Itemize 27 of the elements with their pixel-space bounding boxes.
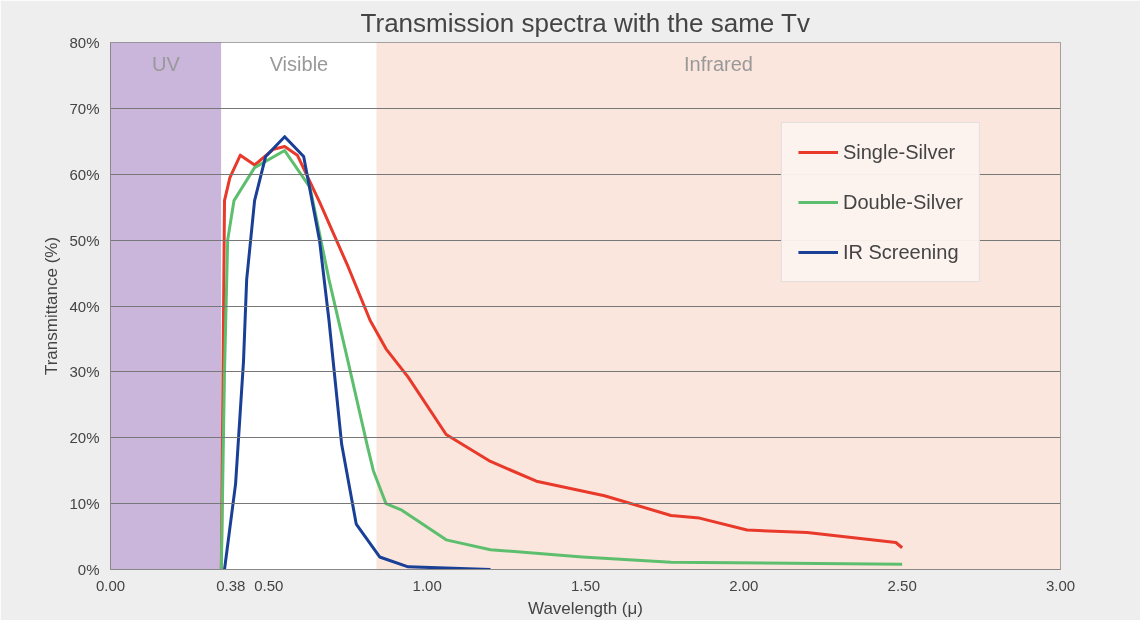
y-tick-label: 20% — [69, 429, 100, 447]
legend-label: Double-Silver — [842, 190, 963, 214]
y-tick-label: 40% — [69, 297, 100, 315]
y-axis-title: Transmittance (%) — [42, 236, 62, 376]
x-tick-label: 1.00 — [412, 576, 442, 594]
x-tick-label: 2.00 — [729, 576, 759, 594]
band-label: Visible — [269, 52, 329, 75]
y-tick-label: 60% — [69, 165, 100, 183]
y-tick-label: 0% — [77, 561, 100, 578]
y-tick-label: 10% — [69, 495, 100, 513]
x-tick-label: 0.50 — [254, 576, 284, 594]
legend-label: Single-Silver — [842, 140, 956, 164]
x-tick-label: 2.50 — [887, 576, 917, 594]
x-tick-label: 3.00 — [1045, 576, 1076, 594]
y-tick-label: 80% — [69, 34, 100, 51]
y-tick-label: 50% — [69, 231, 100, 249]
chart-title: Transmission spectra with the same Tv — [360, 7, 810, 38]
y-tick-label: 30% — [69, 363, 100, 381]
band-label: Infrared — [684, 52, 753, 75]
x-tick-label: 0.00 — [95, 576, 126, 594]
line-series — [223, 135, 492, 570]
y-tick-label: 70% — [69, 99, 100, 117]
x-axis-title: Wavelength (μ) — [528, 598, 643, 618]
x-tick-label: 1.50 — [570, 576, 601, 594]
band-label: UV — [152, 52, 181, 75]
legend-label: IR Screening — [842, 240, 959, 264]
x-tick-label: 0.38 — [216, 576, 246, 594]
